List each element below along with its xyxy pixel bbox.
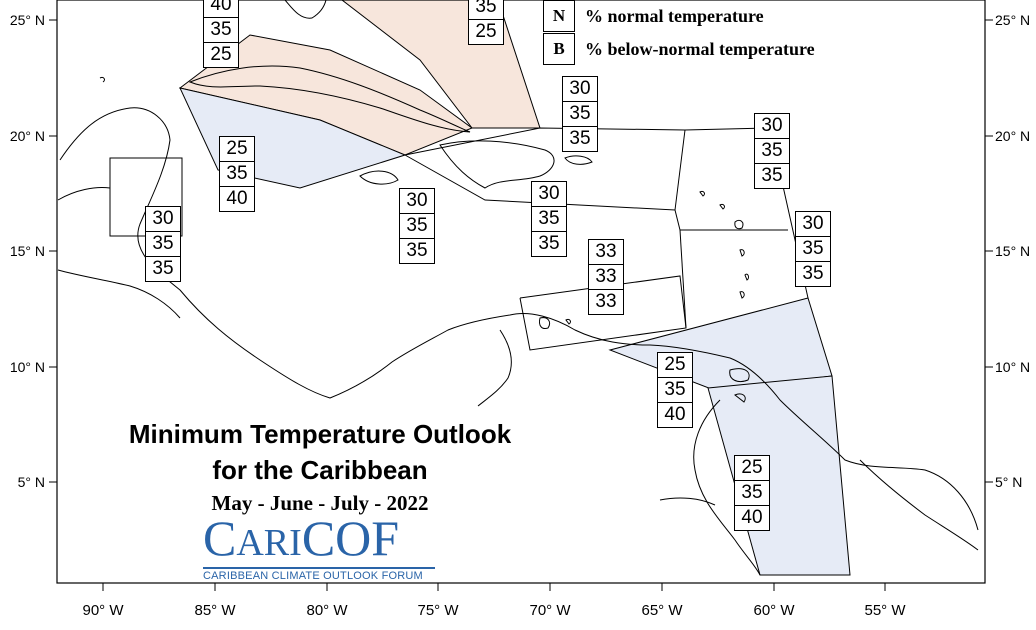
prob-box-abc-islands: 33 33 33: [588, 239, 624, 315]
prob-value: 35: [532, 207, 566, 232]
prob-value: 25: [220, 137, 254, 162]
prob-value: 35: [735, 481, 769, 506]
legend-normal: N % normal temperature: [543, 0, 764, 32]
prob-value: 25: [210, 44, 232, 65]
prob-value: 40: [664, 404, 686, 425]
map-title-line1: Minimum Temperature Outlook: [128, 419, 512, 449]
logo-wordmark: CARICOF: [203, 513, 435, 565]
map-period: May - June - July - 2022: [211, 491, 429, 515]
prob-box-florida: 40 35 25: [203, 0, 239, 68]
prob-value: 35: [802, 263, 824, 284]
lat-label-10n-right: 10° N: [995, 359, 1030, 375]
caricof-logo: CARICOF CARIBBEAN CLIMATE OUTLOOK FORUM: [203, 513, 435, 582]
lon-label-90w: 90° W: [82, 602, 124, 619]
latitude-axis: [49, 19, 993, 483]
prob-value: 35: [406, 240, 428, 261]
prob-value: 35: [761, 165, 783, 186]
logo-divider: [203, 567, 435, 569]
prob-value: 30: [796, 212, 830, 237]
lon-label-55w: 55° W: [864, 602, 906, 619]
lat-label-5n-right: 5° N: [995, 474, 1022, 490]
prob-value: 33: [595, 291, 617, 312]
legend-below: B % below-normal temperature: [543, 33, 815, 65]
prob-value: 35: [658, 378, 692, 403]
prob-value: 25: [658, 353, 692, 378]
prob-box-trinidad: 25 35 40: [657, 352, 693, 428]
logo-wordmark-cof: COF: [301, 510, 400, 566]
prob-box-guianas: 25 35 40: [734, 455, 770, 531]
map-frame: [56, 0, 986, 584]
prob-box-jamaica: 30 35 35: [399, 188, 435, 264]
lon-label-60w: 60° W: [753, 602, 795, 619]
lat-label-10n: 10° N: [10, 359, 45, 375]
prob-value: 35: [469, 0, 503, 20]
legend-key-n: N: [543, 0, 575, 32]
prob-value: 30: [146, 207, 180, 232]
prob-value: 35: [755, 139, 789, 164]
prob-box-turks-caicos: 30 35 35: [562, 76, 598, 152]
lon-label-85w: 85° W: [194, 602, 236, 619]
legend-key-b: B: [543, 33, 575, 65]
lat-label-25n: 25° N: [10, 12, 45, 28]
prob-value: 40: [204, 0, 238, 18]
map-title-line2: for the Caribbean: [212, 455, 428, 485]
prob-value: 35: [796, 237, 830, 262]
lat-label-20n: 20° N: [10, 128, 45, 144]
logo-wordmark-c: C: [203, 510, 237, 566]
logo-wordmark-ari: ARI: [236, 522, 302, 564]
region-trinidad-shade: [608, 297, 833, 391]
lat-label-15n: 15° N: [10, 243, 45, 259]
prob-value: 30: [400, 189, 434, 214]
lat-label-15n-right: 15° N: [995, 243, 1030, 259]
prob-value: 30: [563, 77, 597, 102]
prob-value: 33: [589, 265, 623, 290]
prob-box-bahamas: 35 25: [468, 0, 504, 45]
prob-value: 35: [220, 162, 254, 187]
longitude-labels: 90° W 85° W 80° W 75° W 70° W 65° W 60° …: [82, 602, 906, 619]
prob-value: 35: [569, 128, 591, 149]
prob-box-windwards: 30 35 35: [795, 211, 831, 287]
prob-value: 35: [400, 214, 434, 239]
prob-value: 35: [538, 233, 560, 254]
prob-value: 35: [152, 258, 174, 279]
latitude-labels-left: 25° N 20° N 15° N 10° N 5° N: [10, 12, 45, 490]
prob-box-belize: 30 35 35: [145, 206, 181, 282]
logo-tagline: CARIBBEAN CLIMATE OUTLOOK FORUM: [203, 570, 423, 582]
lon-label-70w: 70° W: [529, 602, 571, 619]
prob-value: 35: [204, 18, 238, 43]
prob-value: 30: [755, 114, 789, 139]
longitude-axis: [102, 583, 886, 591]
lat-label-25n-right: 25° N: [995, 12, 1030, 28]
lat-label-20n-right: 20° N: [995, 128, 1030, 144]
lat-label-5n: 5° N: [18, 474, 45, 490]
legend-text-below: % below-normal temperature: [585, 38, 815, 59]
region-guianas-shade: [707, 375, 851, 576]
island-dots: [539, 191, 750, 403]
prob-value: 40: [226, 188, 248, 209]
prob-value: 25: [735, 456, 769, 481]
legend-text-normal: % normal temperature: [585, 5, 764, 26]
prob-box-hispaniola: 30 35 35: [531, 181, 567, 257]
lon-label-75w: 75° W: [417, 602, 459, 619]
prob-box-cayman-west: 25 35 40: [219, 136, 255, 212]
prob-value: 30: [532, 182, 566, 207]
lon-label-80w: 80° W: [306, 602, 348, 619]
prob-box-northern-leewards: 30 35 35: [754, 113, 790, 189]
prob-value: 33: [589, 240, 623, 265]
latitude-labels-right: 25° N 20° N 15° N 10° N 5° N: [995, 12, 1030, 490]
prob-value: 35: [146, 232, 180, 257]
prob-value: 25: [475, 21, 497, 42]
prob-value: 35: [563, 102, 597, 127]
lon-label-65w: 65° W: [641, 602, 683, 619]
prob-value: 40: [741, 507, 763, 528]
